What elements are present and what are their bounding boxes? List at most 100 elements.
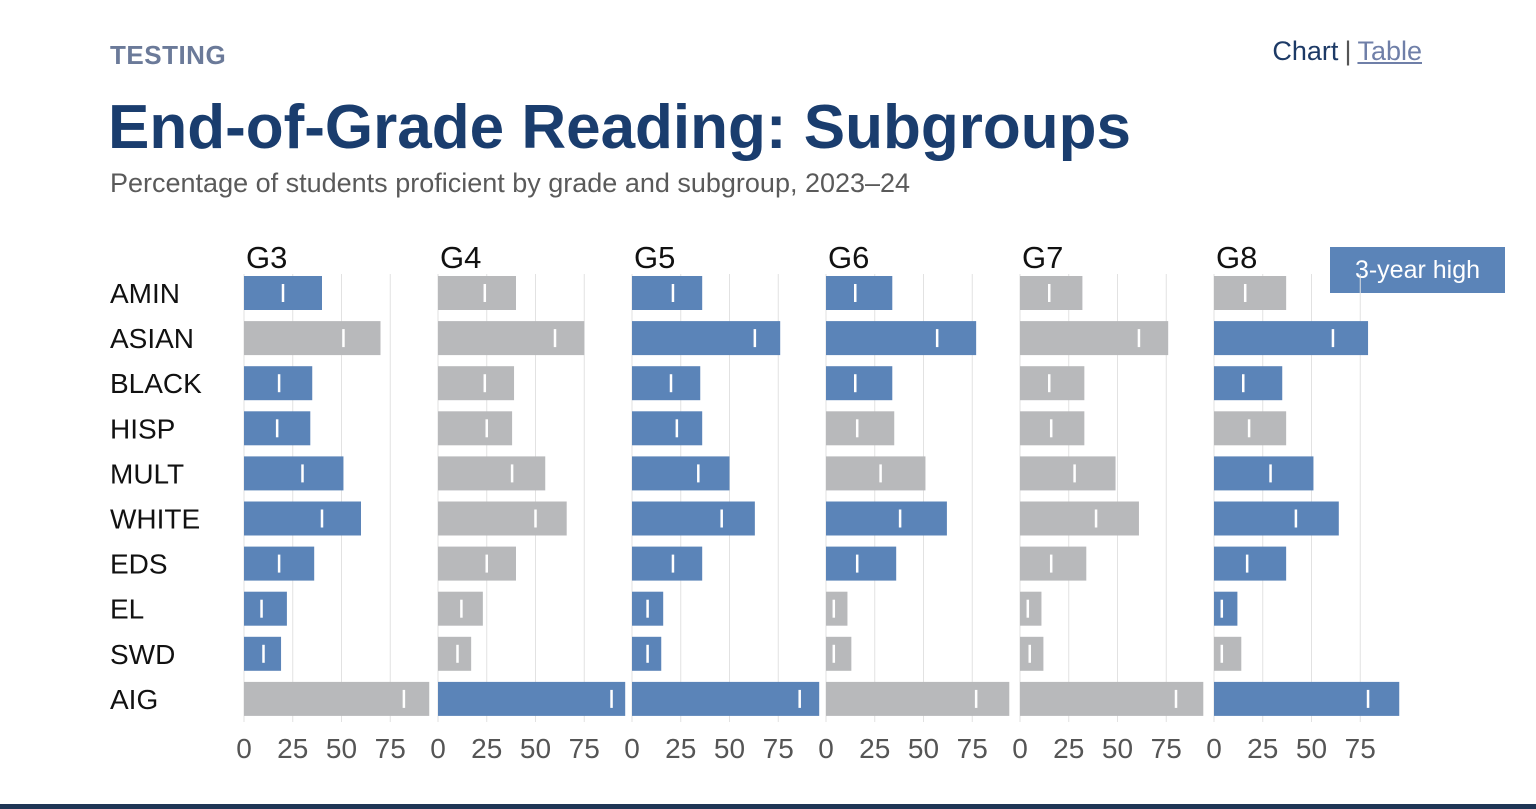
category-label: WHITE xyxy=(110,504,200,535)
bar-g8-aig xyxy=(1214,681,1400,716)
category-label: SWD xyxy=(110,639,175,670)
bar-g7-amin xyxy=(1020,276,1083,310)
table-view-link[interactable]: Table xyxy=(1357,36,1422,66)
bar-g6-el xyxy=(826,591,848,626)
bar-g6-aig xyxy=(826,681,1010,716)
bar-g5-eds xyxy=(632,546,703,581)
panel-title-g6: G6 xyxy=(828,240,869,275)
bar-g5-amin xyxy=(632,276,703,310)
bar-g6-eds xyxy=(826,546,897,581)
bar-g6-hisp xyxy=(826,411,895,446)
bar-g6-asian xyxy=(826,321,977,356)
bar-g8-amin xyxy=(1214,276,1287,310)
section-kicker: TESTING xyxy=(110,40,227,70)
x-tick-label: 75 xyxy=(763,733,794,764)
x-tick-label: 25 xyxy=(1247,733,1278,764)
bar-g6-white xyxy=(826,501,947,536)
x-tick-label: 75 xyxy=(957,733,988,764)
bar-g5-black xyxy=(632,366,701,401)
bar-g5-white xyxy=(632,501,755,536)
bar-g4-swd xyxy=(438,636,472,671)
panel-title-g7: G7 xyxy=(1022,240,1063,275)
panel-title-g4: G4 xyxy=(440,240,481,275)
bar-g4-white xyxy=(438,501,567,536)
panel-title-g5: G5 xyxy=(634,240,675,275)
bar-g3-white xyxy=(244,501,361,536)
bar-g5-hisp xyxy=(632,411,703,446)
bar-g4-asian xyxy=(438,321,585,356)
x-tick-label: 25 xyxy=(665,733,696,764)
bar-g7-white xyxy=(1020,501,1139,536)
category-label: BLACK xyxy=(110,368,202,399)
chart-title: End-of-Grade Reading: Subgroups xyxy=(108,93,1131,162)
category-label: MULT xyxy=(110,458,184,489)
x-tick-label: 50 xyxy=(520,733,551,764)
category-label: AIG xyxy=(110,684,158,715)
bar-g3-asian xyxy=(244,321,381,356)
bar-g7-eds xyxy=(1020,546,1087,581)
bar-g4-hisp xyxy=(438,411,513,446)
bar-g7-el xyxy=(1020,591,1042,626)
x-tick-label: 50 xyxy=(326,733,357,764)
toggle-separator: | xyxy=(1344,36,1352,66)
x-tick-label: 50 xyxy=(1296,733,1327,764)
bar-g3-el xyxy=(244,591,287,626)
bar-g4-eds xyxy=(438,546,516,581)
bar-g4-aig xyxy=(438,681,626,716)
panel-title-g3: G3 xyxy=(246,240,287,275)
x-tick-label: 25 xyxy=(471,733,502,764)
bar-g6-mult xyxy=(826,456,926,491)
x-tick-label: 75 xyxy=(569,733,600,764)
bar-g4-amin xyxy=(438,276,516,310)
category-label: HISP xyxy=(110,413,175,444)
x-tick-label: 75 xyxy=(375,733,406,764)
bar-g7-mult xyxy=(1020,456,1116,491)
bar-g7-aig xyxy=(1020,681,1204,716)
x-tick-label: 0 xyxy=(818,733,834,764)
x-tick-label: 0 xyxy=(236,733,252,764)
bar-g6-swd xyxy=(826,636,852,671)
bar-g4-black xyxy=(438,366,515,401)
x-tick-label: 25 xyxy=(277,733,308,764)
view-toggle: Chart | Table xyxy=(1272,36,1422,67)
category-label: EL xyxy=(110,594,144,625)
bar-g7-asian xyxy=(1020,321,1169,356)
bar-g5-mult xyxy=(632,456,730,491)
x-tick-label: 75 xyxy=(1345,733,1376,764)
category-label: EDS xyxy=(110,549,168,580)
bar-g3-mult xyxy=(244,456,344,491)
bar-g6-amin xyxy=(826,276,893,310)
bar-g3-aig xyxy=(244,681,430,716)
bar-g8-eds xyxy=(1214,546,1287,581)
panel-title-g8: G8 xyxy=(1216,240,1257,275)
bar-g8-mult xyxy=(1214,456,1314,491)
bar-g7-swd xyxy=(1020,636,1044,671)
bottom-border xyxy=(0,804,1536,809)
bar-g8-swd xyxy=(1214,636,1242,671)
x-tick-label: 0 xyxy=(1012,733,1028,764)
x-tick-label: 0 xyxy=(624,733,640,764)
x-tick-label: 50 xyxy=(714,733,745,764)
x-tick-label: 50 xyxy=(908,733,939,764)
x-tick-label: 75 xyxy=(1151,733,1182,764)
bar-g8-black xyxy=(1214,366,1283,401)
bar-g8-el xyxy=(1214,591,1238,626)
category-label: ASIAN xyxy=(110,323,194,354)
bar-g8-asian xyxy=(1214,321,1369,356)
x-tick-label: 50 xyxy=(1102,733,1133,764)
bar-g6-black xyxy=(826,366,893,401)
x-tick-label: 0 xyxy=(1206,733,1222,764)
x-tick-label: 25 xyxy=(859,733,890,764)
bar-g4-mult xyxy=(438,456,546,491)
bar-g7-black xyxy=(1020,366,1085,401)
bar-g8-white xyxy=(1214,501,1339,536)
legend-3-year-high: 3-year high xyxy=(1330,247,1505,293)
x-tick-label: 25 xyxy=(1053,733,1084,764)
category-label: AMIN xyxy=(110,278,180,309)
chart-subtitle: Percentage of students proficient by gra… xyxy=(110,168,911,198)
bar-g5-aig xyxy=(632,681,820,716)
x-tick-label: 0 xyxy=(430,733,446,764)
chart-view-label[interactable]: Chart xyxy=(1272,36,1339,66)
bar-g5-asian xyxy=(632,321,781,356)
